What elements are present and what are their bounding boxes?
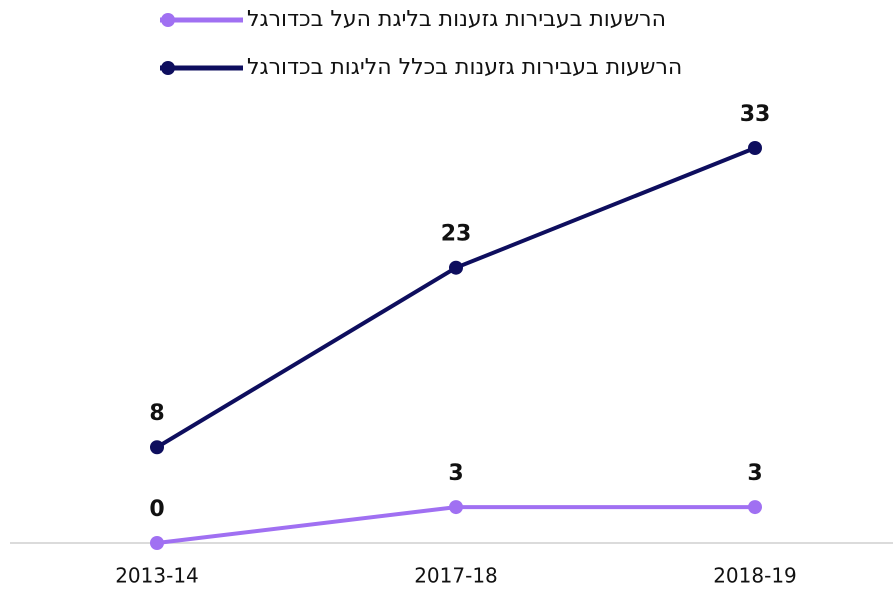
point (748, 500, 762, 515)
value-label: 0 (149, 497, 164, 522)
value-label: 23 (441, 222, 472, 247)
x-tick-label: 2018-19 (713, 564, 797, 588)
legend-label: הרשעות בעבירות גזענות בליגת העל בכדורגל (247, 7, 666, 32)
legend-marker (161, 61, 175, 75)
point (150, 536, 164, 550)
x-tick-label: 2017-18 (414, 564, 498, 588)
line (155, 146, 756, 449)
point (449, 500, 463, 515)
legend-label: הרשעות בעבירות גזענות בכלל הליגות בכדורג… (247, 55, 682, 80)
point (748, 141, 762, 155)
x-tick-label: 2013-14 (115, 564, 199, 588)
point (449, 260, 463, 275)
value-label: 33 (740, 102, 771, 127)
value-label: 3 (448, 461, 463, 486)
value-label: 8 (149, 401, 164, 426)
point (150, 440, 164, 455)
value-label: 3 (747, 461, 762, 486)
legend-marker (161, 13, 175, 27)
